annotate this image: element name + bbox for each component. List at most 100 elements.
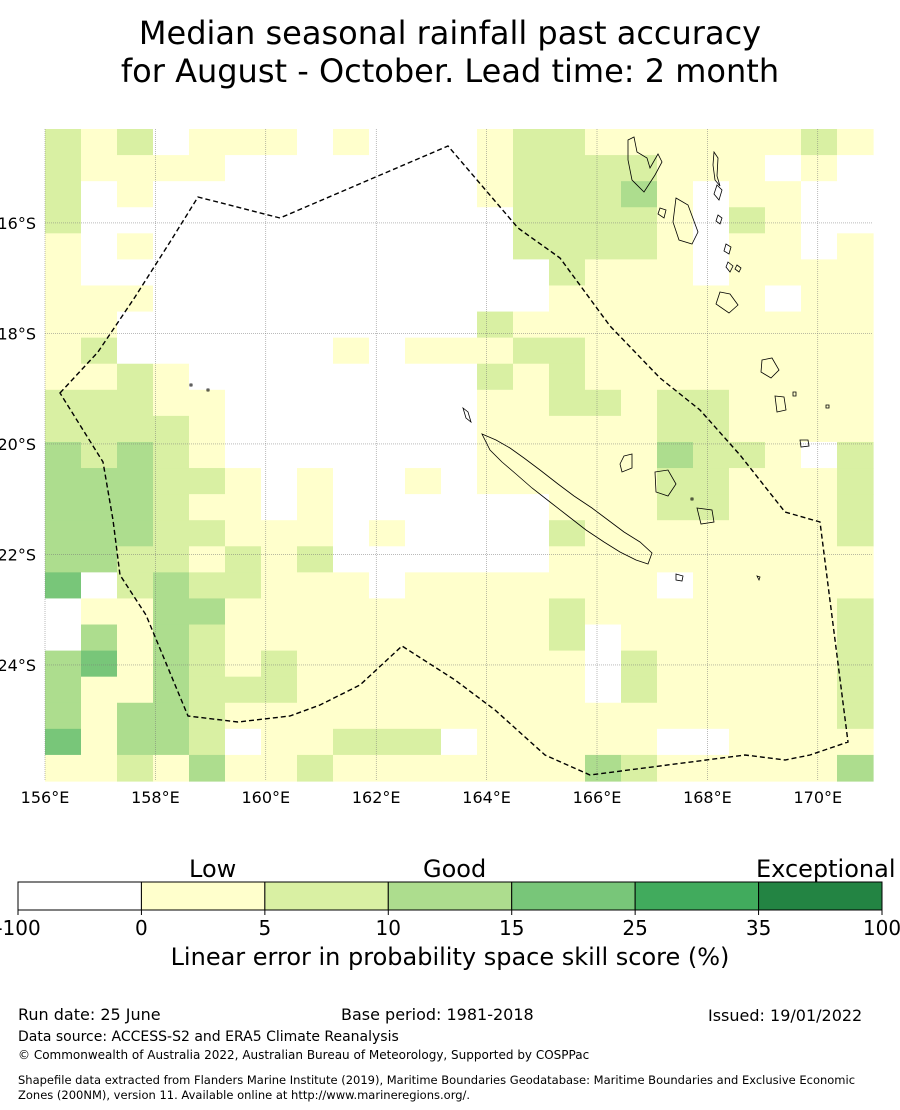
skill-cell — [693, 520, 730, 547]
skill-cell — [621, 363, 658, 391]
skill-cell — [693, 650, 730, 678]
skill-cell — [297, 520, 334, 547]
skill-cell — [297, 259, 334, 287]
skill-cell — [333, 337, 370, 365]
skill-cell — [801, 181, 838, 208]
skill-cell — [513, 572, 550, 600]
skill-cell — [621, 129, 658, 156]
skill-cell — [585, 546, 622, 573]
skill-cell — [693, 676, 730, 704]
skill-cell — [657, 285, 694, 313]
skill-cell — [441, 285, 478, 313]
skill-cell — [297, 650, 334, 678]
skill-cell — [405, 624, 442, 652]
skill-cell — [81, 676, 118, 704]
skill-cell — [369, 285, 406, 313]
skill-cell — [441, 363, 478, 391]
skill-cell — [81, 572, 118, 600]
skill-cell — [297, 155, 334, 182]
skill-cell — [333, 181, 370, 208]
skill-cell — [477, 468, 514, 495]
skill-cell — [513, 311, 550, 339]
skill-cell — [153, 546, 190, 573]
skill-cell — [693, 441, 730, 469]
skill-cell — [837, 207, 874, 234]
skill-cell — [549, 546, 586, 573]
skill-cell — [117, 233, 154, 260]
eez-boundary — [59, 145, 849, 776]
skill-cell — [45, 441, 82, 469]
skill-cell — [549, 311, 586, 339]
skill-cell — [513, 181, 550, 208]
skill-cell — [81, 754, 118, 782]
skill-cell — [585, 676, 622, 704]
skill-cell — [45, 181, 82, 208]
skill-cell — [693, 233, 730, 260]
skill-cell — [405, 129, 442, 156]
skill-cell — [801, 624, 838, 652]
colorbar-swatches — [17, 881, 883, 911]
skill-cell — [117, 363, 154, 391]
skill-cell — [801, 572, 838, 600]
skill-cell — [621, 650, 658, 678]
skill-cell — [189, 181, 226, 208]
skill-cell — [333, 441, 370, 469]
skill-cell — [45, 546, 82, 573]
skill-cell — [333, 546, 370, 573]
colorbar-tick-label: 0 — [135, 916, 148, 940]
skill-cell — [81, 207, 118, 234]
skill-cell — [621, 233, 658, 260]
skill-cell — [693, 415, 730, 443]
skill-cell — [261, 572, 298, 600]
skill-cell — [549, 181, 586, 208]
skill-cell — [189, 624, 226, 652]
skill-cell — [585, 468, 622, 495]
skill-cell — [333, 728, 370, 756]
skill-cell — [513, 415, 550, 443]
skill-cell — [441, 181, 478, 208]
skill-cell — [477, 520, 514, 547]
coastline-vanuatu-malekula — [672, 197, 699, 245]
skill-cell — [297, 441, 334, 469]
skill-cell — [837, 546, 874, 573]
gridlines — [44, 129, 873, 781]
skill-cell — [693, 155, 730, 182]
skill-cell — [297, 598, 334, 626]
skill-cell — [333, 207, 370, 234]
skill-cell — [369, 259, 406, 287]
skill-cell — [729, 598, 766, 626]
skill-cell — [729, 754, 766, 782]
skill-cell — [45, 285, 82, 313]
skill-cell — [405, 415, 442, 443]
skill-cell — [153, 233, 190, 260]
skill-cell — [549, 650, 586, 678]
skill-cell — [189, 546, 226, 573]
skill-cell — [729, 468, 766, 495]
skill-cell — [729, 494, 766, 521]
skill-cell — [153, 311, 190, 339]
skill-cell — [441, 520, 478, 547]
skill-cell — [549, 337, 586, 365]
x-tick-label: 168°E — [683, 788, 732, 807]
coastline-vanuatu-erromango — [760, 357, 780, 379]
skill-cell — [225, 702, 262, 730]
skill-cell — [585, 233, 622, 260]
skill-cell — [513, 468, 550, 495]
skill-cell — [657, 155, 694, 182]
skill-cell — [441, 129, 478, 156]
coastline-isle-of-pines — [675, 573, 684, 582]
skill-cell — [729, 520, 766, 547]
skill-cell — [225, 468, 262, 495]
skill-cell — [405, 598, 442, 626]
skill-cell — [585, 389, 622, 417]
skill-cell — [477, 546, 514, 573]
skill-cell — [297, 181, 334, 208]
skill-cell — [513, 441, 550, 469]
skill-cell — [405, 311, 442, 339]
skill-cell — [117, 546, 154, 573]
skill-cell — [297, 389, 334, 417]
skill-cell — [837, 441, 874, 469]
skill-cell — [261, 389, 298, 417]
skill-cell — [477, 650, 514, 678]
skill-cell — [477, 337, 514, 365]
